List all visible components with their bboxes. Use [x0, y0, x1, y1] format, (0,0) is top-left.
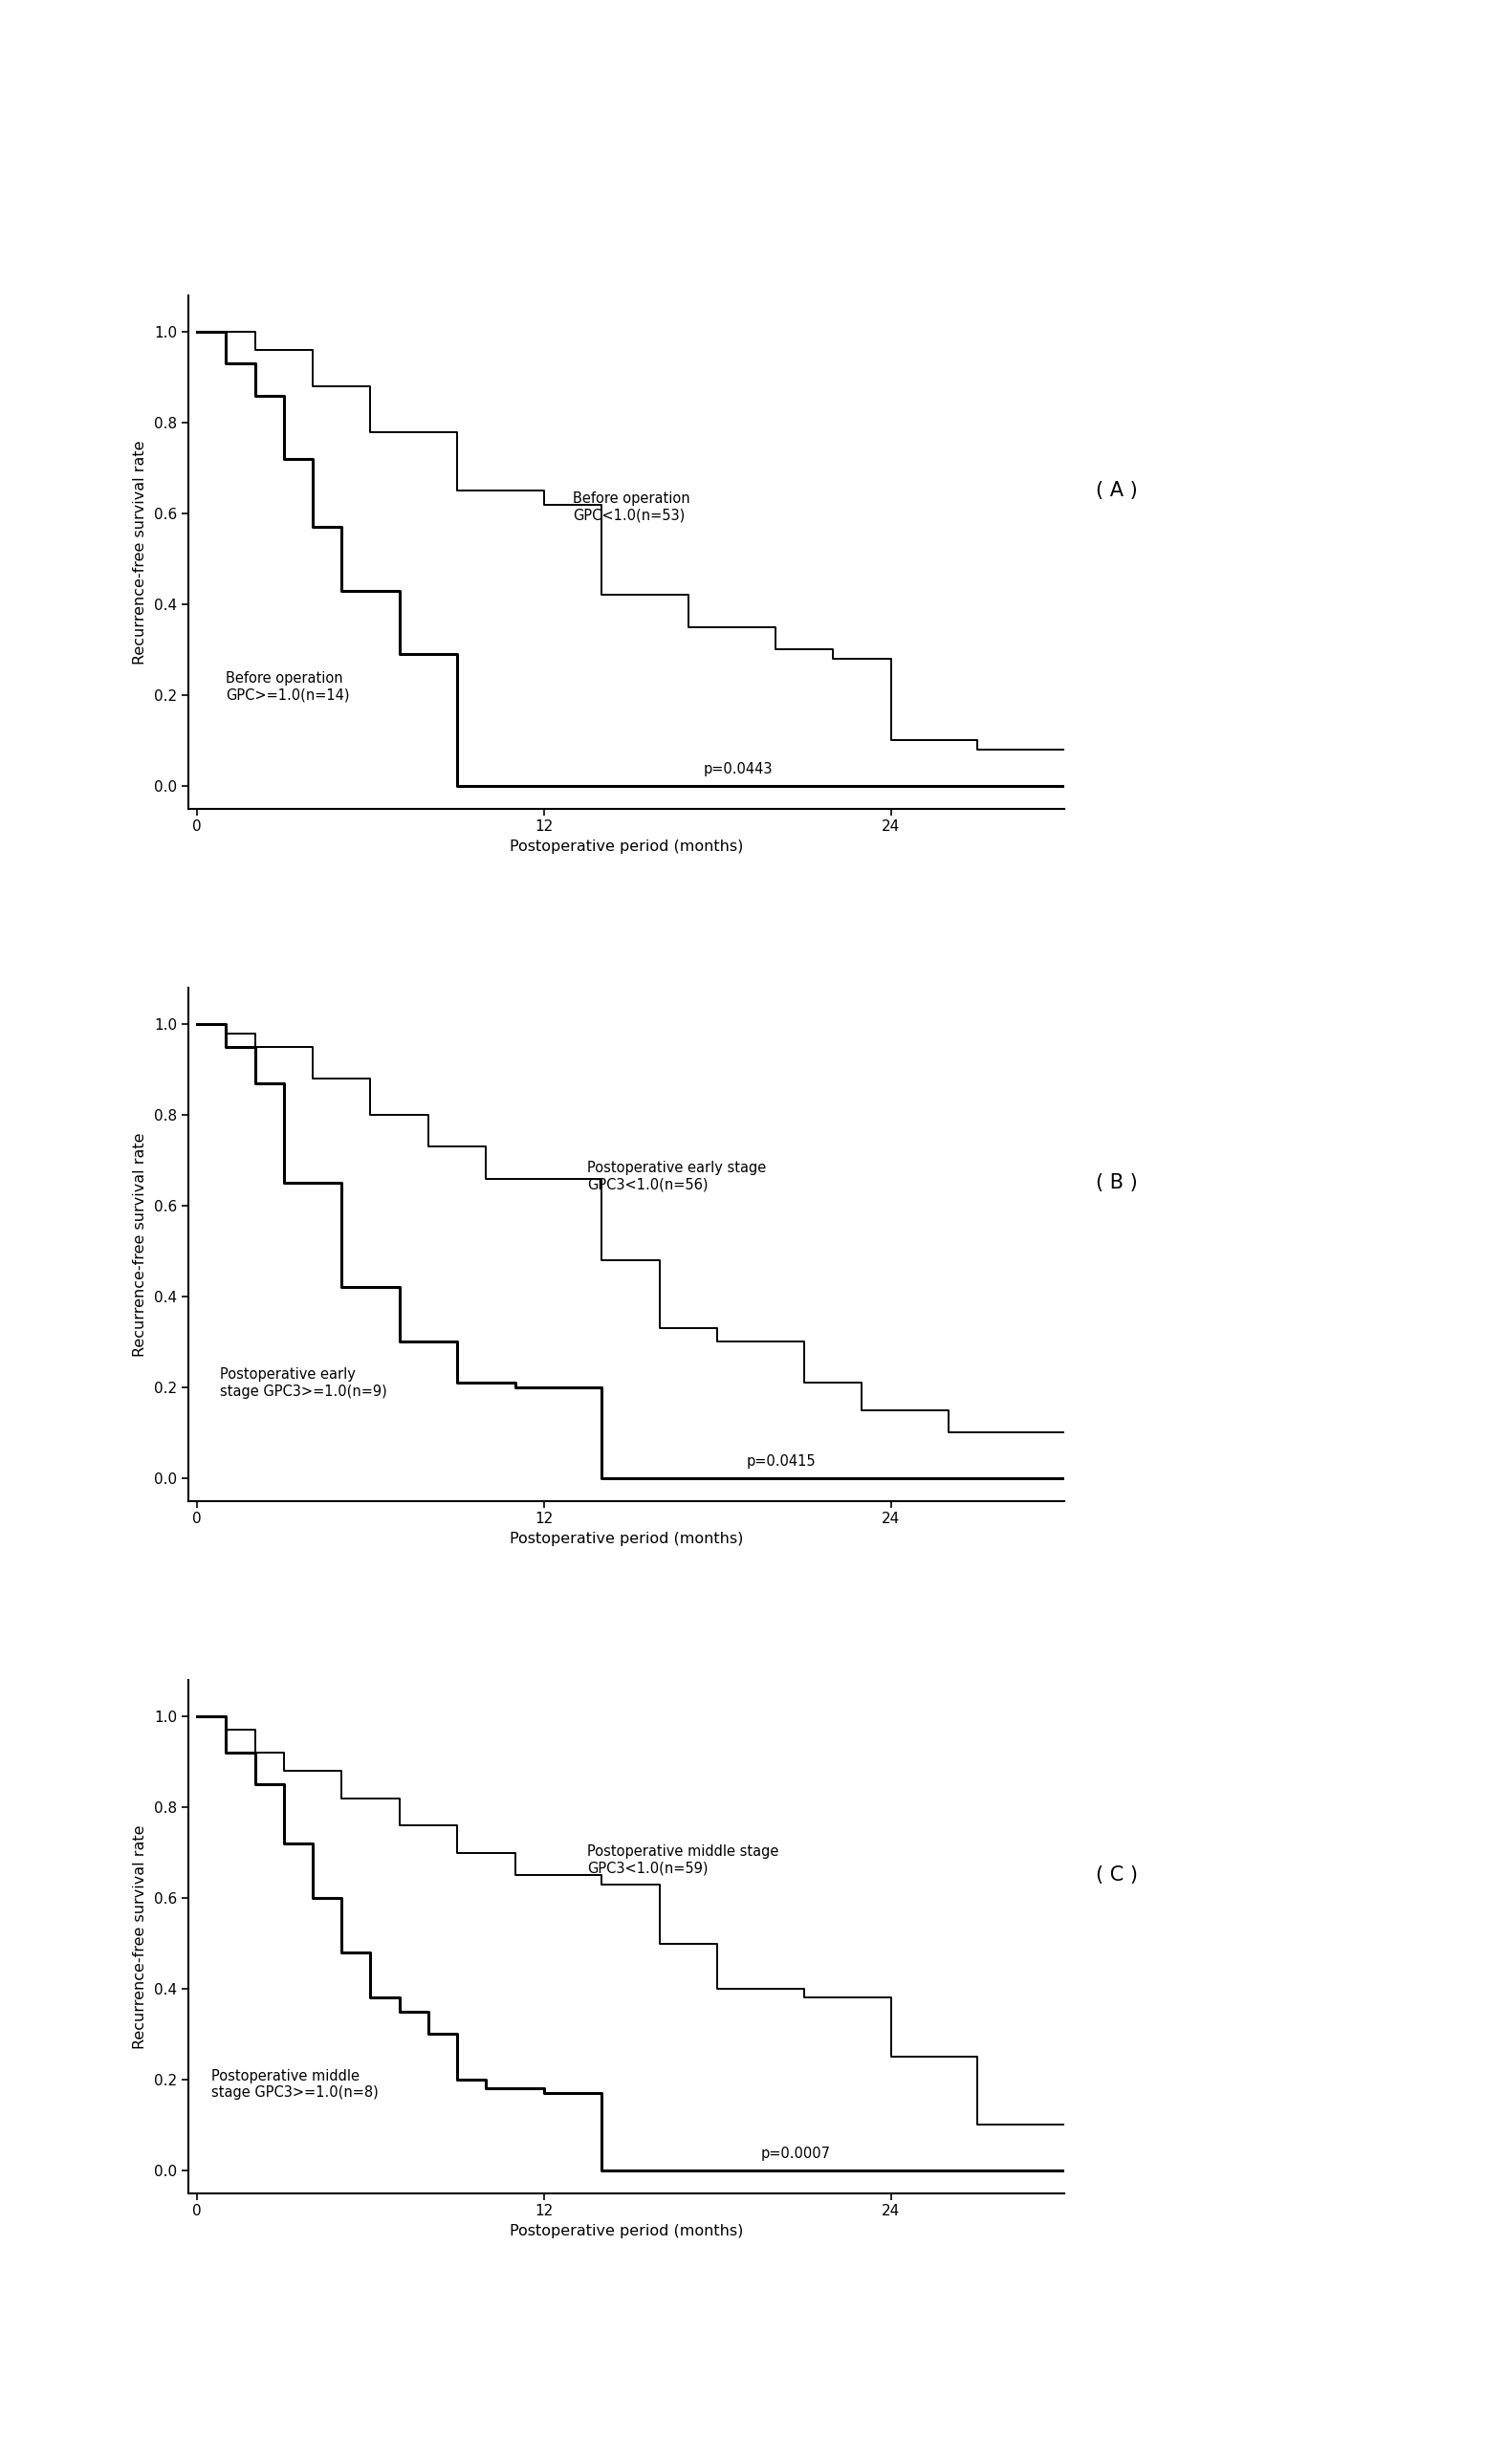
- Text: Postoperative early stage
GPC3<1.0(n=56): Postoperative early stage GPC3<1.0(n=56): [588, 1161, 767, 1193]
- Y-axis label: Recurrence-free survival rate: Recurrence-free survival rate: [133, 1823, 148, 2048]
- Text: p=0.0415: p=0.0415: [746, 1454, 815, 1469]
- Text: ( B ): ( B ): [1096, 1173, 1138, 1193]
- Text: ( A ): ( A ): [1096, 480, 1138, 500]
- Text: Postoperative early
stage GPC3>=1.0(n=9): Postoperative early stage GPC3>=1.0(n=9): [220, 1368, 387, 1400]
- X-axis label: Postoperative period (months): Postoperative period (months): [509, 1533, 743, 1545]
- Text: Postoperative middle stage
GPC3<1.0(n=59): Postoperative middle stage GPC3<1.0(n=59…: [588, 1846, 779, 1875]
- Y-axis label: Recurrence-free survival rate: Recurrence-free survival rate: [133, 1133, 148, 1355]
- Text: Before operation
GPC>=1.0(n=14): Before operation GPC>=1.0(n=14): [226, 670, 350, 702]
- X-axis label: Postoperative period (months): Postoperative period (months): [509, 2225, 743, 2237]
- X-axis label: Postoperative period (months): Postoperative period (months): [509, 840, 743, 853]
- Text: p=0.0007: p=0.0007: [761, 2146, 830, 2161]
- Text: Before operation
GPC<1.0(n=53): Before operation GPC<1.0(n=53): [573, 493, 690, 522]
- Y-axis label: Recurrence-free survival rate: Recurrence-free survival rate: [133, 441, 148, 665]
- Text: Postoperative middle
stage GPC3>=1.0(n=8): Postoperative middle stage GPC3>=1.0(n=8…: [211, 2070, 378, 2099]
- Text: p=0.0443: p=0.0443: [702, 761, 772, 776]
- Text: ( C ): ( C ): [1096, 1865, 1138, 1885]
